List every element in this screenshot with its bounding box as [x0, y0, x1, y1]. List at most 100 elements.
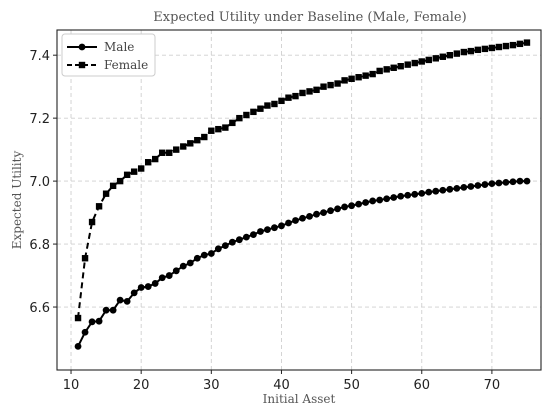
data-point-female	[488, 44, 496, 52]
data-point-male	[467, 183, 475, 190]
data-point-female	[229, 119, 236, 127]
data-point-male	[341, 203, 348, 211]
data-point-female	[74, 314, 82, 322]
chart-title: Expected Utility under Baseline (Male, F…	[153, 10, 466, 25]
data-point-male	[109, 306, 117, 314]
data-point-male	[474, 182, 482, 189]
data-point-male	[123, 297, 131, 305]
y-tick-label: 7.4	[29, 49, 50, 64]
data-point-female	[460, 48, 468, 56]
data-point-female	[313, 86, 320, 94]
data-point-male	[306, 212, 313, 220]
data-point-female	[194, 136, 201, 144]
data-point-male	[144, 283, 152, 290]
data-point-female	[327, 81, 334, 89]
data-point-female	[306, 88, 313, 95]
data-point-female	[144, 159, 152, 166]
data-point-female	[95, 203, 103, 210]
data-point-female	[222, 124, 229, 131]
data-point-male	[376, 196, 384, 204]
data-point-male	[271, 224, 278, 232]
x-tick-label: 40	[273, 378, 290, 393]
data-point-female	[81, 255, 89, 262]
series-male	[74, 177, 531, 350]
data-point-female	[474, 46, 482, 54]
data-point-female	[523, 39, 531, 46]
data-point-male	[418, 189, 426, 197]
data-point-female	[481, 45, 489, 53]
x-tick-label: 10	[63, 378, 80, 393]
legend: Male Female	[61, 33, 156, 77]
data-point-male	[460, 184, 468, 191]
data-point-female	[418, 58, 425, 65]
data-point-female	[355, 74, 362, 81]
data-point-male	[250, 231, 257, 239]
y-axis-label: Expected Utility	[10, 151, 24, 250]
x-tick-label: 60	[413, 378, 430, 393]
data-point-male	[221, 242, 229, 250]
data-point-male	[495, 179, 503, 187]
data-point-male	[502, 178, 510, 186]
data-point-male	[313, 210, 320, 218]
data-point-male	[193, 254, 201, 262]
data-point-male	[158, 274, 166, 282]
data-point-female	[509, 41, 517, 49]
legend-male-marker	[78, 43, 86, 51]
data-point-female	[166, 149, 173, 156]
series-layer	[74, 39, 531, 350]
data-point-female	[320, 83, 327, 90]
data-point-female	[285, 94, 292, 101]
data-point-male	[214, 245, 222, 253]
series-female	[74, 39, 531, 322]
data-point-male	[453, 184, 461, 192]
data-point-female	[439, 53, 446, 60]
data-point-male	[264, 226, 271, 233]
data-point-female	[271, 100, 278, 108]
data-point-female	[137, 165, 145, 172]
data-point-male	[383, 195, 391, 203]
data-point-male	[95, 317, 103, 325]
data-point-female	[257, 105, 264, 112]
data-point-male	[74, 342, 82, 350]
data-point-female	[236, 114, 243, 122]
data-point-female	[453, 50, 461, 57]
data-point-female	[348, 75, 355, 82]
data-point-male	[200, 251, 208, 259]
data-point-male	[81, 328, 89, 336]
data-point-female	[467, 47, 475, 55]
x-tick-label: 20	[133, 378, 150, 393]
legend-female-marker	[78, 61, 86, 69]
data-point-female	[250, 108, 257, 116]
data-point-male	[439, 186, 447, 194]
data-point-female	[123, 171, 131, 179]
data-point-female	[173, 146, 180, 153]
data-point-male	[432, 187, 440, 195]
data-point-female	[334, 80, 341, 87]
y-axis-ticks: 6.6 6.8 7.0 7.2 7.4	[29, 49, 57, 316]
data-point-male	[257, 228, 264, 235]
data-point-female	[264, 102, 271, 109]
data-point-female	[397, 63, 404, 70]
data-point-female	[159, 149, 166, 156]
data-point-male	[179, 262, 187, 270]
data-point-male	[88, 318, 96, 326]
data-point-female	[215, 125, 222, 133]
data-point-male	[446, 185, 454, 193]
data-point-female	[243, 111, 250, 119]
data-point-female	[299, 89, 306, 97]
data-point-female	[376, 67, 383, 75]
data-point-female	[446, 51, 454, 59]
data-point-male	[369, 197, 377, 205]
data-point-female	[88, 218, 96, 226]
y-tick-label: 6.6	[29, 301, 50, 316]
data-point-male	[228, 238, 236, 246]
data-point-male	[186, 259, 194, 267]
data-point-male	[278, 222, 285, 230]
data-point-male	[299, 214, 306, 222]
data-point-female	[369, 70, 376, 78]
data-point-male	[516, 177, 524, 185]
data-point-female	[187, 140, 194, 147]
data-point-female	[502, 42, 510, 50]
data-point-male	[165, 272, 173, 279]
